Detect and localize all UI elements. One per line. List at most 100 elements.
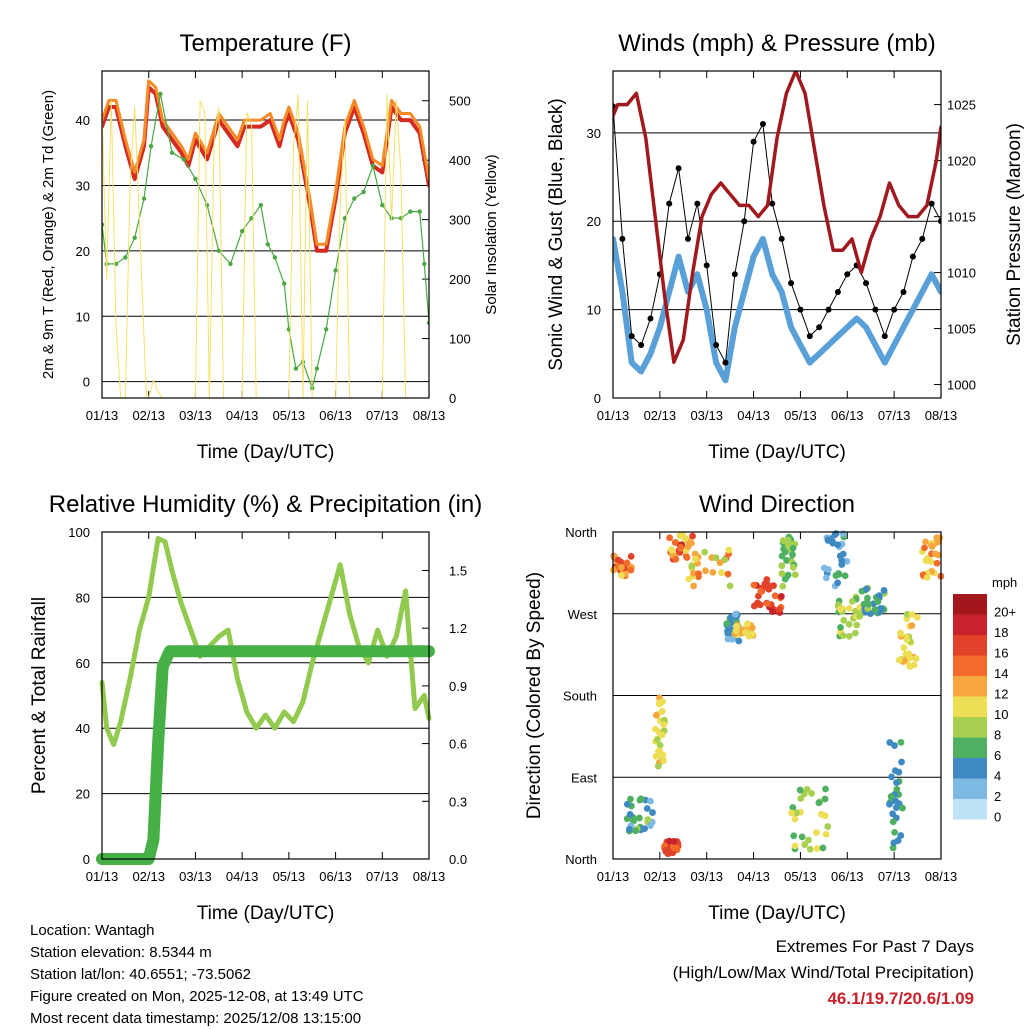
direction-point (865, 600, 872, 608)
gust-point (891, 306, 898, 313)
gust-point (759, 121, 766, 128)
direction-point (656, 748, 664, 755)
colorbar-label: 0 (994, 809, 1001, 824)
direction-point (910, 661, 918, 669)
direction-point (670, 844, 678, 852)
direction-point (922, 557, 930, 564)
gust-point (722, 359, 729, 366)
direction-point (834, 579, 842, 587)
colorbar-swatch (953, 676, 987, 697)
colorbar-swatch (953, 758, 987, 779)
plot-area (613, 71, 941, 384)
y-right-tick-label: 0.3 (449, 794, 467, 809)
dewpoint-point (258, 202, 264, 208)
dewpoint-point (314, 366, 320, 371)
direction-point (789, 564, 797, 571)
elevation-text: Station elevation: 8.5344 m (30, 944, 212, 961)
x-tick-label: 03/13 (690, 869, 723, 884)
direction-point (689, 532, 696, 540)
direction-point (769, 608, 776, 615)
direction-point (813, 829, 820, 836)
direction-point (912, 655, 920, 663)
gust-point (825, 306, 832, 313)
y-tick-label: 30 (76, 178, 90, 193)
direction-point (895, 656, 903, 664)
x-tick-label: 06/13 (319, 869, 352, 884)
gust-point (694, 200, 701, 207)
x-tick-label: 05/13 (784, 408, 817, 423)
direction-point (618, 564, 625, 571)
series-pressure-line (613, 71, 941, 364)
direction-point (797, 795, 805, 802)
gust-point (834, 288, 841, 295)
y-tick-label: 40 (76, 721, 90, 736)
gust-point (797, 306, 804, 313)
extremes-values: 46.1/19.7/20.6/1.09 (827, 989, 974, 1008)
series-rh-line (99, 536, 432, 747)
direction-point (891, 767, 899, 775)
direction-point (649, 809, 656, 816)
direction-point (770, 582, 777, 590)
x-tick-label: 08/13 (925, 408, 958, 423)
x-tick-label: 01/13 (597, 869, 630, 884)
panel-4: Wind Direction Time (Day/UTC) 01/13 02/13 03… (524, 491, 1017, 924)
plot-area (610, 530, 945, 858)
gust-point (844, 271, 851, 278)
dewpoint-point (265, 242, 271, 247)
x-tick-label: 07/13 (366, 408, 399, 423)
direction-point (652, 711, 660, 719)
y-tick-label: East (571, 770, 597, 785)
gust-point (731, 271, 738, 278)
direction-point (660, 721, 668, 729)
direction-point (627, 795, 634, 803)
axes-frame (101, 70, 430, 399)
plot-area (102, 79, 429, 398)
direction-point (841, 572, 849, 580)
direction-point (709, 568, 717, 576)
direction-point (922, 538, 929, 546)
dewpoint-point (408, 209, 413, 214)
direction-point (683, 554, 691, 561)
gust-point (909, 253, 916, 260)
x-tick-label: 01/13 (86, 869, 119, 884)
colorbar-label: 4 (994, 768, 1001, 783)
colorbar-label: 6 (994, 748, 1001, 763)
x-tick-label: 08/13 (413, 408, 446, 423)
direction-point (791, 571, 799, 579)
colorbar: mph 20+ 18 16 14 12 10 8 6 4 2 0 (953, 575, 1017, 824)
dewpoint-point (216, 248, 221, 254)
dewpoint-point (300, 359, 306, 365)
direction-point (837, 623, 844, 631)
direction-point (623, 559, 631, 567)
colorbar-label: 16 (994, 645, 1008, 660)
direction-point (702, 567, 709, 575)
x-tick-label: 05/13 (273, 408, 306, 423)
gust-point (872, 306, 879, 313)
direction-point (837, 605, 844, 613)
x-tick-label: 03/13 (179, 869, 212, 884)
colorbar-label: 12 (994, 686, 1008, 701)
direction-point (908, 622, 916, 630)
direction-point (845, 604, 853, 612)
direction-point (818, 810, 825, 818)
dewpoint-point (370, 163, 376, 169)
y-tick-label: 10 (587, 303, 601, 318)
gust-point (741, 218, 748, 225)
y-axis-label: 2m & 9m T (Red, Orange) & 2m Td (Green) (40, 90, 57, 379)
dewpoint-point (148, 144, 154, 149)
y-right-tick-label: 200 (449, 272, 471, 287)
y-tick-label: 0 (83, 375, 90, 390)
dewpoint-point (352, 196, 357, 201)
direction-point (835, 570, 843, 578)
y-right-tick-label: 0.9 (449, 679, 467, 694)
y-right-tick-label: 300 (449, 213, 471, 228)
y-right-axis-label: Solar Insolation (Yellow) (483, 154, 500, 314)
colorbar-swatch (953, 594, 987, 615)
direction-point (733, 623, 741, 630)
gust-point (816, 324, 823, 331)
y-right-tick-label: 1015 (947, 210, 976, 225)
direction-point (756, 601, 764, 609)
gust-point (863, 280, 870, 287)
x-tick-label: 05/13 (273, 869, 306, 884)
series-dewpoint-line (102, 93, 429, 389)
